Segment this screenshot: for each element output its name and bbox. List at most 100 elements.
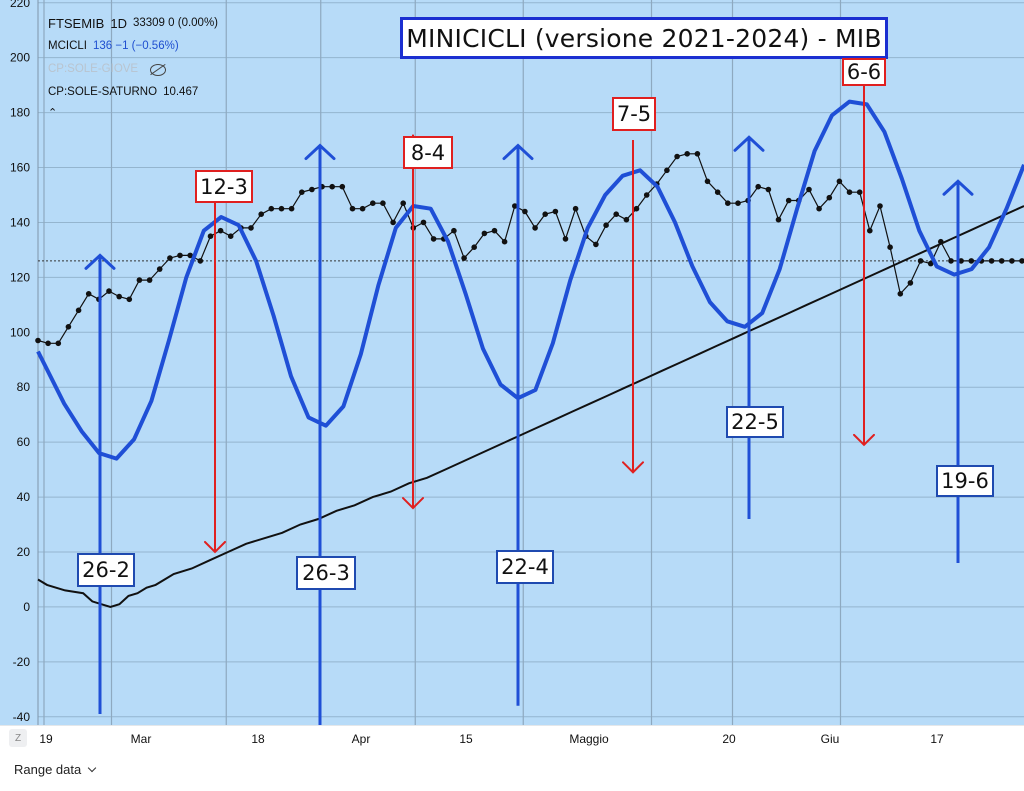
legend-series2-name: CP:SOLE-SATURNO (48, 86, 158, 98)
chart-plot[interactable]: -40 -20 0 20 40 60 80 100 120 140 160 180 200 220 (0, 0, 1024, 725)
price-point (430, 236, 437, 242)
top-marker-arrow-head (204, 540, 226, 554)
price-point (735, 200, 741, 206)
price-point (471, 244, 478, 250)
price-point (45, 340, 51, 347)
y-tick-label: 60 (17, 435, 31, 449)
y-tick-label: 200 (10, 51, 30, 65)
bottom-marker-label: 19-6 (936, 465, 994, 497)
bottom-marker-label: 22-4 (496, 550, 554, 584)
price-point (35, 337, 41, 344)
legend-series2-row[interactable]: CP:SOLE-SATURNO 10.467 (48, 81, 218, 104)
zoom-reset-button[interactable]: Z (9, 729, 27, 747)
top-marker-arrow-head (402, 497, 424, 510)
price-point (917, 258, 924, 264)
range-data-label: Range data (14, 762, 82, 777)
price-point (968, 258, 975, 264)
price-point (156, 266, 163, 272)
chart-area[interactable]: -40 -20 0 20 40 60 80 100 120 140 160 180 200 220 FTS… (0, 0, 1024, 725)
price-point (816, 205, 822, 212)
price-point (217, 227, 224, 234)
bottom-marker-arrow-head (502, 143, 534, 161)
price-point (339, 183, 346, 190)
price-point (897, 291, 904, 297)
y-tick-label: 20 (17, 545, 31, 559)
top-marker-label: 12-3 (195, 170, 253, 203)
x-tick-label: Giu (820, 732, 840, 746)
price-point (248, 225, 254, 231)
price-point (349, 205, 356, 212)
bottom-marker-arrow-head (733, 135, 765, 152)
price-point (461, 255, 467, 261)
legend-indicator-row[interactable]: MCICLI 136 −1 (−0.56%) (48, 35, 218, 58)
price-point (370, 200, 376, 206)
price-point (988, 258, 995, 264)
y-tick-label: -20 (13, 655, 31, 669)
price-point (207, 233, 214, 239)
price-point (106, 288, 112, 294)
legend-main-row[interactable]: FTSEMIB 1D 33309 0 (0.00%) (48, 12, 218, 35)
y-tick-label: 180 (10, 106, 30, 120)
legend-values: 33309 0 (0.00%) (132, 17, 219, 29)
chart-title: MINICICLI (versione 2021-2024) - MIB (400, 17, 888, 59)
price-point (867, 227, 873, 234)
price-point (309, 186, 315, 193)
bottom-marker-label: 26-2 (77, 553, 135, 587)
y-tick-label: 0 (23, 600, 30, 614)
price-point (927, 260, 934, 267)
price-point (684, 151, 690, 157)
legend-hidden-row[interactable]: CP:SOLE-GIOVE (48, 58, 218, 81)
price-point (958, 258, 964, 264)
price-point (846, 189, 853, 195)
price-point (948, 258, 954, 264)
range-data-dropdown[interactable]: Range data (14, 762, 97, 777)
x-tick-label: 15 (459, 732, 473, 746)
top-marker-label: 6-6 (842, 58, 886, 86)
price-point (704, 178, 711, 185)
price-point (136, 277, 143, 283)
price-point (562, 236, 569, 242)
price-point (714, 189, 721, 195)
price-point (1019, 258, 1024, 264)
x-tick-label: 19 (39, 732, 53, 746)
price-point (775, 216, 782, 223)
price-point (227, 233, 234, 239)
price-point (268, 205, 275, 212)
price-point (55, 340, 62, 347)
y-tick-label: 120 (10, 270, 30, 284)
price-point (390, 219, 396, 226)
price-point (501, 238, 508, 245)
y-tick-label: 80 (17, 380, 31, 394)
legend-collapse-row[interactable]: ⌃ (48, 102, 218, 125)
price-point (522, 208, 528, 215)
price-point (785, 197, 792, 204)
price-point (694, 151, 701, 157)
price-point (512, 203, 518, 209)
price-point (593, 241, 599, 248)
eye-off-icon[interactable] (150, 63, 167, 76)
legend-indicator-name: MCICLI (48, 40, 87, 52)
x-tick-label: 18 (251, 732, 265, 746)
price-point (572, 205, 579, 212)
x-axis-bar[interactable]: 19 Mar 18 Apr 15 Maggio 20 Giu 17 (0, 725, 1024, 751)
price-point (288, 205, 295, 212)
legend-series2-value: 10.467 (163, 86, 199, 98)
bottom-marker-arrow-head (84, 253, 116, 270)
price-point (664, 167, 670, 174)
price-point (877, 203, 883, 209)
price-point (177, 252, 183, 259)
price-point (755, 183, 761, 190)
price-point (836, 178, 843, 185)
plot-background (0, 0, 1024, 725)
y-tick-label: 140 (10, 215, 30, 229)
bottom-marker-label: 22-5 (726, 406, 784, 438)
chevron-down-icon (87, 763, 97, 773)
y-tick-label: 40 (17, 490, 31, 504)
top-marker-arrow-head (853, 433, 875, 447)
price-point (643, 192, 650, 198)
price-point (552, 208, 559, 215)
price-point (75, 307, 82, 314)
price-point (856, 189, 863, 195)
collapse-chevron-icon[interactable]: ⌃ (48, 107, 58, 119)
y-tick-label: 100 (10, 325, 30, 339)
